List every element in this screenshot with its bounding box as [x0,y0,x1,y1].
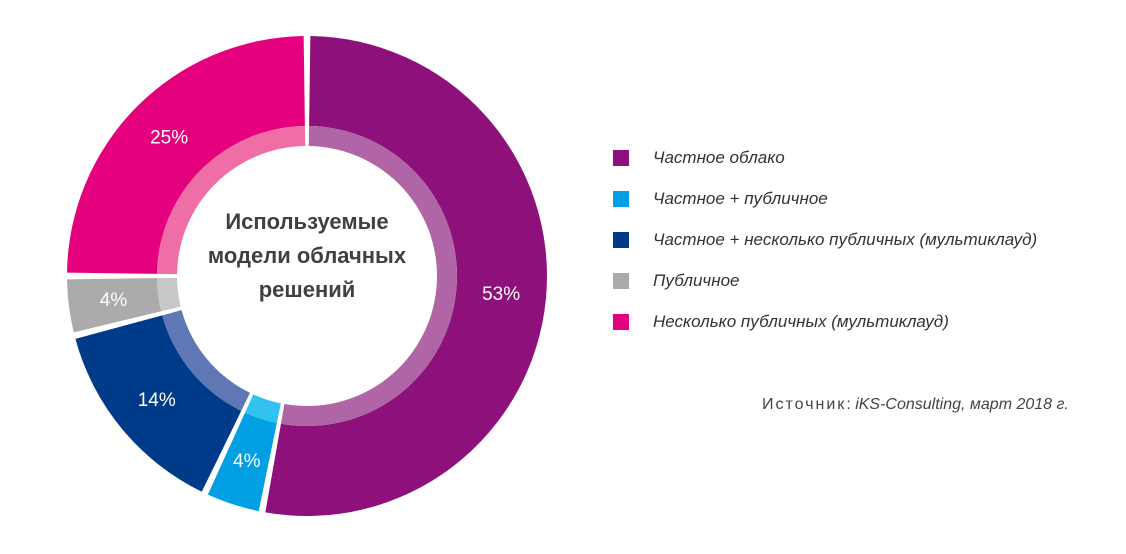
source-separator: : [846,396,856,413]
pie-slice-inner-band [157,277,181,312]
source-note: Источник: iKS-Consulting, март 2018 г. [762,396,1069,414]
legend-swatch [613,232,629,248]
legend-swatch [613,150,629,166]
legend-label: Частное + публичное [653,189,828,208]
source-value: iKS-Consulting, март 2018 г. [855,396,1069,413]
pie-slice [67,278,162,333]
source-label: Источник [762,396,847,413]
pie-slice [75,315,242,492]
slice-value-label: 25% [150,128,188,149]
slice-value-label: 53% [482,284,520,305]
chart-title: Используемые модели облачных решений [207,209,407,302]
slice-value-label: 4% [100,290,128,311]
slice-value-label: 14% [138,390,176,411]
legend-swatch [613,273,629,289]
pie-slice [67,36,305,274]
pie-slice-inner-band [245,394,281,423]
legend: Частное облако Частное + публичное Частн… [613,146,1037,351]
legend-item: Частное + публичное [613,187,1037,211]
legend-label: Несколько публичных (мультиклауд) [653,312,949,331]
pie-slice-inner-band [157,126,306,275]
pie-slice [207,412,277,512]
legend-label: Частное + несколько публичных (мультикла… [653,230,1038,249]
legend-item: Частное облако [613,146,1037,170]
legend-item: Несколько публичных (мультиклауд) [613,310,1037,334]
legend-swatch [613,191,629,207]
legend-label: Публичное [653,271,740,290]
slice-value-label: 4% [233,451,261,472]
legend-item: Частное + несколько публичных (мультикла… [613,228,1037,252]
legend-swatch [613,314,629,330]
pie-slice [265,36,547,516]
pie-slice-inner-band [162,310,251,411]
legend-item: Публичное [613,269,1037,293]
legend-label: Частное облако [653,148,785,167]
